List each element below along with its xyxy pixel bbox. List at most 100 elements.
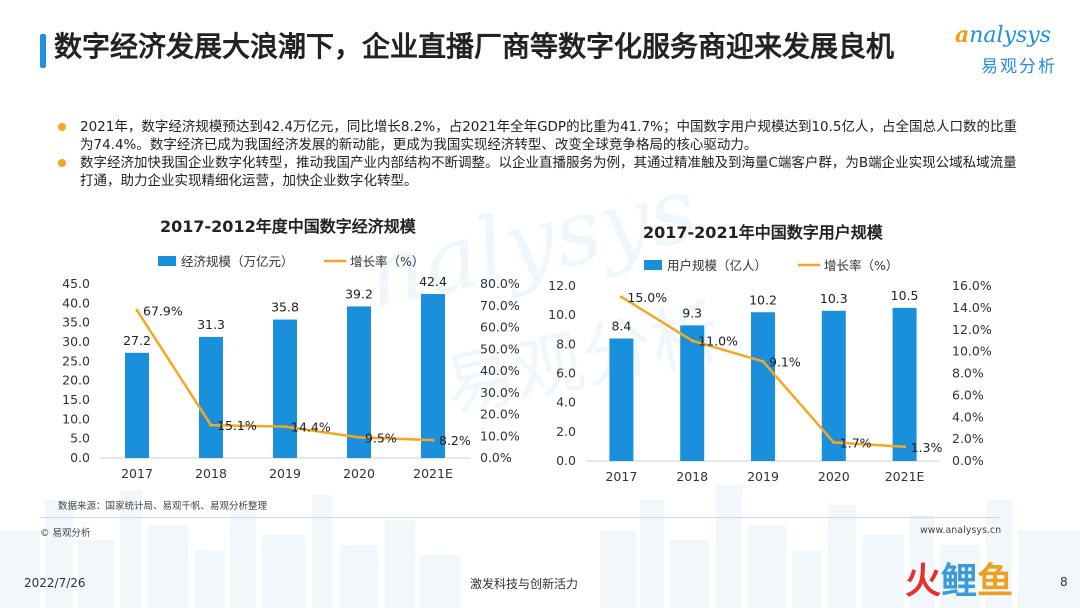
y-left-tick-label: 6.0 xyxy=(556,366,576,381)
y-right-tick-label: 16.0% xyxy=(952,278,992,293)
y-left-tick-label: 8.0 xyxy=(556,336,576,351)
bullet-text: 数字经济加快我国企业数字化转型，推动我国产业内部结构不断调整。以企业直播服务为例… xyxy=(80,155,1017,189)
logo-en: analysys xyxy=(955,22,1051,48)
x-tick-label: 2020 xyxy=(818,469,850,484)
footer-divider xyxy=(40,517,1000,518)
bar xyxy=(199,336,223,458)
growth-rate-label: 1.3% xyxy=(911,440,943,455)
bar xyxy=(273,319,297,458)
bar-value-label: 27.2 xyxy=(123,333,151,348)
digital-users-chart-svg: 2017-2021年中国数字用户规模 用户规模（亿人） 增长率（%） 0.0 2.… xyxy=(548,223,992,484)
x-tick-label: 2018 xyxy=(676,469,708,484)
growth-rate-point xyxy=(135,308,139,312)
y-right-tick-label: 12.0% xyxy=(952,322,992,337)
y-right-tick-label: 10.0% xyxy=(952,344,992,359)
x-tick-label: 2017 xyxy=(121,466,153,481)
analysys-logo: analysys 易观分析 xyxy=(955,22,1065,82)
y-right-tick-label: 30.0% xyxy=(480,385,520,400)
bullet-text: 2021年，数字经济规模预达到42.4万亿元，同比增长8.2%，占2021年全年… xyxy=(80,119,1018,153)
y-left-tick-label: 0.0 xyxy=(556,453,576,468)
brand-watermark-logo: 火鲤鱼 xyxy=(905,560,1055,604)
y-right-tick-label: 0.0% xyxy=(480,450,512,465)
bar-value-label: 10.5 xyxy=(891,288,919,303)
bar xyxy=(421,294,445,458)
bar-value-label: 8.4 xyxy=(611,319,631,334)
x-tick-label: 2019 xyxy=(269,466,301,481)
y-left-tick-label: 30.0 xyxy=(62,334,90,349)
bar xyxy=(680,325,705,461)
bullet-item: 2021年，数字经济规模预达到42.4万亿元，同比增长8.2%，占2021年全年… xyxy=(58,118,1018,154)
growth-rate-point xyxy=(761,359,765,364)
growth-rate-label: 1.7% xyxy=(840,435,872,450)
growth-rate-label: 9.5% xyxy=(365,430,397,445)
growth-rate-point xyxy=(619,295,623,299)
y-right-tick-label: 40.0% xyxy=(480,363,520,378)
y-right-tick-label: 6.0% xyxy=(952,387,984,402)
y-left-tick-label: 45.0 xyxy=(62,276,90,291)
growth-rate-label: 15.0% xyxy=(627,290,667,305)
y-right-tick-label: 60.0% xyxy=(480,320,520,335)
city-skyline-decoration xyxy=(0,485,1080,608)
growth-rate-point xyxy=(690,339,694,343)
bullet-dot-icon xyxy=(58,159,66,167)
bar xyxy=(751,312,775,461)
y-left-tick-label: 10.0 xyxy=(62,411,90,426)
growth-rate-point xyxy=(903,445,907,449)
growth-rate-label: 9.1% xyxy=(769,354,801,369)
bullet-item: 数字经济加快我国企业数字化转型，推动我国产业内部结构不断调整。以企业直播服务为例… xyxy=(58,154,1018,190)
x-tick-label: 2018 xyxy=(195,466,227,481)
y-left-tick-label: 2.0 xyxy=(556,424,576,439)
logo-en-initial: a xyxy=(955,22,970,48)
x-tick-label: 2019 xyxy=(747,469,779,484)
x-tick-label: 2017 xyxy=(605,469,637,484)
digital-economy-chart-svg: 2017-2012年度中国数字经济规模 经济规模（万亿元） 增长率（%） 0.0… xyxy=(62,217,520,481)
legend-bar-swatch xyxy=(644,260,662,270)
y-right-tick-label: 8.0% xyxy=(952,366,984,381)
growth-rate-label: 8.2% xyxy=(439,433,471,448)
growth-rate-label: 15.1% xyxy=(217,418,257,433)
page-title: 数字经济发展大浪潮下，企业直播厂商等数字化服务商迎来发展良机 xyxy=(54,30,895,63)
website-link[interactable]: www.analysys.cn xyxy=(920,525,1002,536)
y-left-tick-label: 40.0 xyxy=(62,295,90,310)
y-right-tick-label: 10.0% xyxy=(480,428,520,443)
bar-value-label: 10.2 xyxy=(749,292,777,307)
y-right-tick-label: 14.0% xyxy=(952,300,992,315)
y-left-tick-label: 4.0 xyxy=(556,395,576,410)
growth-rate-point xyxy=(431,438,435,442)
growth-rate-label: 14.4% xyxy=(291,420,331,435)
y-left-tick-label: 12.0 xyxy=(548,278,576,293)
growth-rate-point xyxy=(832,440,836,445)
growth-rate-point xyxy=(357,435,361,439)
digital-users-chart: 2017-2021年中国数字用户规模 用户规模（亿人） 增长率（%） 0.0 2.… xyxy=(540,210,1000,490)
growth-rate-point xyxy=(283,425,287,429)
brand-char: 火 xyxy=(905,561,942,602)
y-left-tick-label: 10.0 xyxy=(548,307,576,322)
y-right-tick-label: 80.0% xyxy=(480,276,520,291)
x-tick-label: 2020 xyxy=(343,466,375,481)
y-right-tick-label: 70.0% xyxy=(480,298,520,313)
y-left-tick-label: 0.0 xyxy=(70,450,90,465)
title-accent-bar xyxy=(40,34,46,68)
legend-bar-label: 用户规模（亿人） xyxy=(667,258,767,273)
y-left-tick-label: 25.0 xyxy=(62,353,90,368)
bar xyxy=(821,310,846,461)
legend-line-label: 增长率（%） xyxy=(350,254,424,269)
bar xyxy=(892,307,917,461)
bullet-dot-icon xyxy=(58,123,66,131)
footer-slogan: 激发科技与创新活力 xyxy=(470,577,579,591)
x-tick-label: 2021E xyxy=(413,466,453,481)
legend-bar-swatch xyxy=(158,256,176,266)
y-right-tick-label: 2.0% xyxy=(952,431,984,446)
page-number: 8 xyxy=(1060,575,1068,589)
bar-value-label: 39.2 xyxy=(345,286,373,301)
chart-title: 2017-2012年度中国数字经济规模 xyxy=(160,217,417,236)
y-right-tick-label: 50.0% xyxy=(480,341,520,356)
logo-en-rest: nalysys xyxy=(969,23,1052,48)
growth-rate-point xyxy=(209,423,213,427)
brand-char: 鱼 xyxy=(977,561,1014,602)
x-tick-label: 2021E xyxy=(885,469,925,484)
report-date: 2022/7/26 xyxy=(24,576,86,590)
bar-value-label: 42.4 xyxy=(419,274,447,289)
y-right-tick-label: 0.0% xyxy=(952,453,984,468)
bar-value-label: 31.3 xyxy=(197,317,225,332)
